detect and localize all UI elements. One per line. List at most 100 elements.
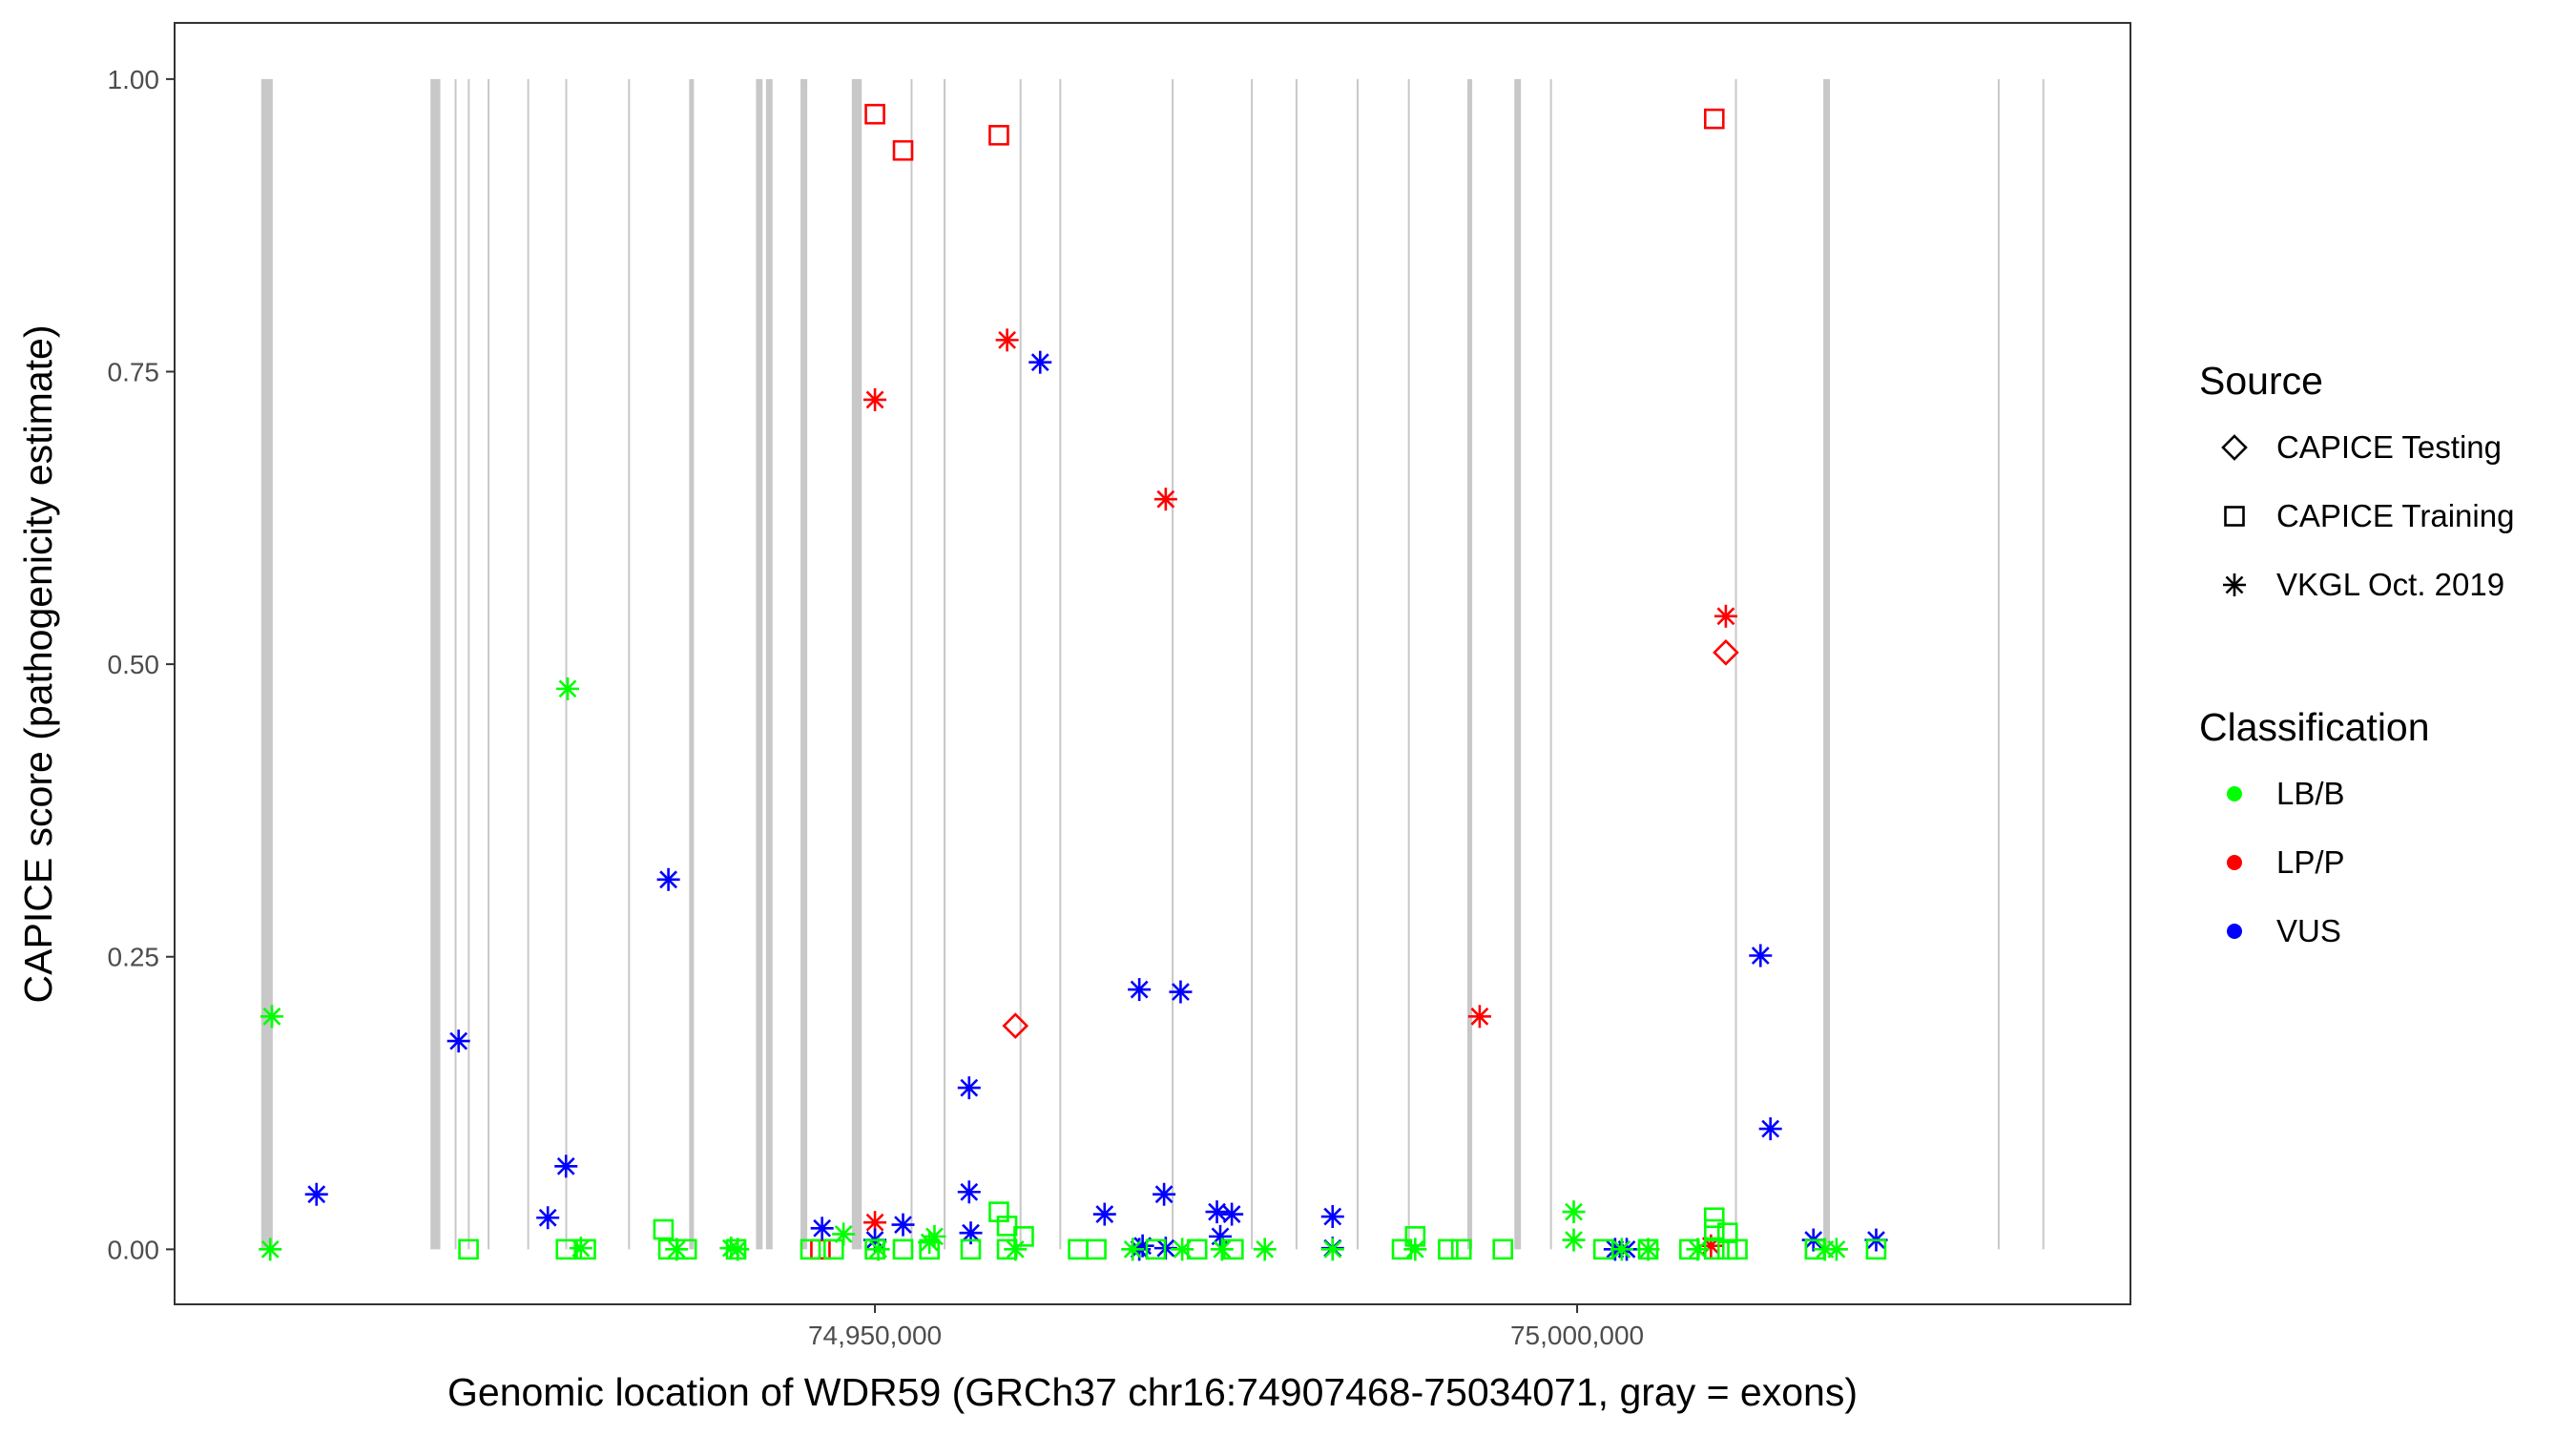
data-point	[919, 1238, 940, 1260]
data-point	[957, 1076, 981, 1100]
exon-band	[1514, 78, 1522, 1250]
data-point	[864, 103, 885, 125]
data-point	[822, 1238, 844, 1260]
exon-band	[800, 78, 808, 1250]
data-point	[1002, 1012, 1029, 1039]
data-point	[891, 1213, 915, 1237]
data-point	[810, 1217, 834, 1240]
data-point	[1145, 1238, 1167, 1260]
data-point	[1205, 1200, 1229, 1224]
y-tick-label: 0.75	[108, 357, 160, 386]
y-tick-label: 0.50	[108, 650, 160, 679]
data-point	[1320, 1205, 1344, 1229]
data-points	[259, 103, 1888, 1261]
exon-band	[628, 78, 631, 1250]
data-point	[866, 1238, 890, 1261]
exon-band	[454, 78, 457, 1250]
legend-title-classification: Classification	[2199, 705, 2430, 749]
exon-band	[565, 78, 568, 1250]
data-point	[536, 1206, 560, 1230]
data-point	[1086, 1238, 1107, 1260]
data-point	[1492, 1238, 1513, 1260]
data-point	[1562, 1200, 1586, 1224]
exon-band	[1549, 78, 1552, 1250]
data-point	[1320, 1238, 1344, 1261]
legend: Source CAPICE Testing CAPICE Training VKGL…	[2199, 359, 2514, 948]
exon-band	[527, 78, 530, 1250]
data-point	[1253, 1238, 1277, 1261]
data-point	[892, 1238, 914, 1260]
legend-key-dot-icon	[2227, 924, 2242, 939]
data-point	[555, 676, 579, 700]
exon-band	[1997, 78, 2000, 1250]
data-point	[1713, 639, 1739, 666]
exon-band	[2042, 78, 2045, 1250]
legend-label: VUS	[2276, 913, 2341, 948]
y-tick-label: 1.00	[108, 65, 160, 94]
data-point	[304, 1182, 328, 1206]
data-point	[260, 1005, 283, 1029]
data-point	[1467, 1005, 1491, 1029]
data-point	[554, 1155, 578, 1178]
data-point	[1153, 488, 1177, 511]
data-point	[1714, 604, 1737, 628]
data-point	[653, 1218, 675, 1240]
legend-label: CAPICE Testing	[2276, 429, 2502, 465]
legend-key-square-icon	[2224, 506, 2245, 527]
x-tick-label: 75,000,000	[1510, 1321, 1644, 1350]
y-tick-label: 0.00	[108, 1235, 160, 1264]
legend-label: LP/P	[2276, 844, 2345, 880]
data-point	[1636, 1238, 1660, 1261]
exon-band	[1172, 78, 1174, 1250]
data-point	[1220, 1202, 1244, 1226]
data-point	[1703, 1207, 1725, 1229]
exon-band	[1356, 78, 1359, 1250]
legend-label: LB/B	[2276, 776, 2345, 811]
x-axis: 74,950,000 75,000,000	[808, 1304, 1644, 1350]
legend-title-source: Source	[2199, 359, 2323, 403]
exon-band	[1251, 78, 1254, 1250]
y-axis: 0.00 0.25 0.50 0.75 1.00	[108, 65, 175, 1264]
legend-label: VKGL Oct. 2019	[2276, 567, 2504, 602]
data-point	[1013, 1226, 1034, 1247]
exon-band	[260, 78, 273, 1250]
exon-band	[851, 78, 862, 1250]
data-point	[1824, 1238, 1848, 1261]
legend-key-diamond-icon	[2221, 434, 2248, 461]
y-tick-label: 0.25	[108, 943, 160, 972]
data-point	[656, 867, 680, 891]
exon-band	[944, 78, 946, 1250]
x-axis-title: Genomic location of WDR59 (GRCh37 chr16:…	[447, 1370, 1858, 1414]
data-point	[1004, 1238, 1028, 1261]
exon-band	[1407, 78, 1410, 1250]
data-point	[1637, 1238, 1659, 1260]
data-point	[1865, 1238, 1887, 1260]
x-tick-label: 74,950,000	[808, 1321, 942, 1350]
data-point	[458, 1238, 479, 1260]
data-point	[1403, 1238, 1427, 1261]
data-point	[923, 1224, 946, 1248]
data-point	[832, 1222, 856, 1246]
legend-key-dot-icon	[2227, 855, 2242, 870]
data-point	[863, 1211, 887, 1235]
data-point	[1703, 1218, 1725, 1240]
exon-band	[1059, 78, 1062, 1250]
exon-band	[910, 78, 913, 1250]
data-point	[1610, 1238, 1633, 1261]
data-point	[447, 1030, 470, 1053]
data-point	[725, 1238, 747, 1260]
data-point	[1562, 1228, 1586, 1252]
data-point	[1758, 1117, 1782, 1141]
data-point	[1223, 1238, 1244, 1260]
exon-band	[430, 78, 441, 1250]
data-point	[1438, 1238, 1459, 1260]
exon-band	[467, 78, 470, 1250]
data-point	[575, 1238, 596, 1260]
legend-label: CAPICE Training	[2276, 498, 2514, 533]
exon-band	[1019, 78, 1022, 1250]
data-point	[863, 387, 887, 411]
y-axis-title: CAPICE score (pathogenicity estimate)	[16, 325, 60, 1004]
legend-key-asterisk-icon	[2223, 573, 2246, 596]
data-point	[1068, 1238, 1089, 1260]
